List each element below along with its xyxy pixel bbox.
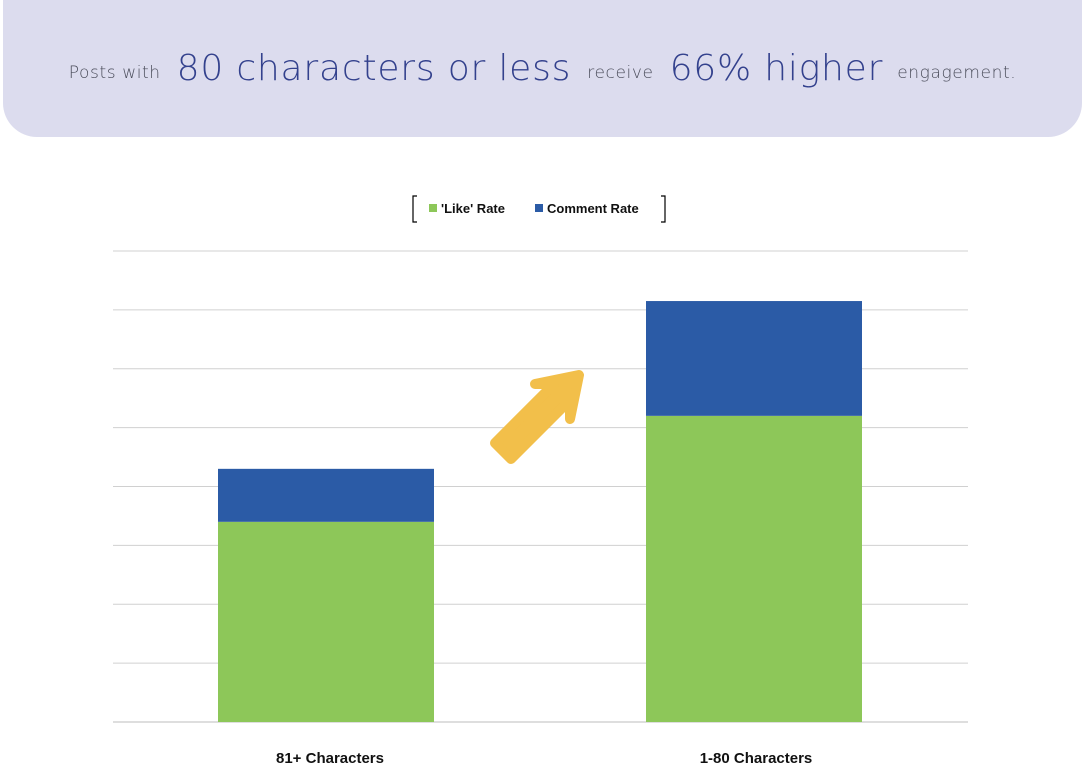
bar-segment-comment-rate-1-80 (646, 301, 862, 416)
headline-part-80-characters: 80 characters or less (176, 48, 572, 89)
legend-swatch-comment (535, 204, 543, 212)
headline-part-posts-with: Posts with (68, 62, 161, 83)
headline-banner: Posts with 80 characters or less receive… (3, 0, 1082, 137)
up-right-arrow-icon (490, 370, 584, 464)
headline-part-engagement: engagement. (897, 62, 1017, 83)
x-tick-label-81-plus: 81+ Characters (276, 750, 384, 767)
bar-segment-comment-rate-81-plus (218, 468, 434, 522)
x-tick-label-1-80: 1-80 Characters (700, 750, 813, 767)
bar-segment-like-rate-81-plus (218, 521, 434, 722)
headline-part-66-higher: 66% higher (669, 48, 884, 89)
headline-part-receive: receive (587, 62, 654, 83)
bar-segment-like-rate-1-80 (646, 415, 862, 722)
legend-label-like: 'Like' Rate (441, 201, 505, 216)
legend: 'Like' Rate Comment Rate (412, 195, 666, 223)
legend-label-comment: Comment Rate (547, 201, 639, 216)
legend-swatch-like (429, 204, 437, 212)
bars (218, 301, 862, 722)
